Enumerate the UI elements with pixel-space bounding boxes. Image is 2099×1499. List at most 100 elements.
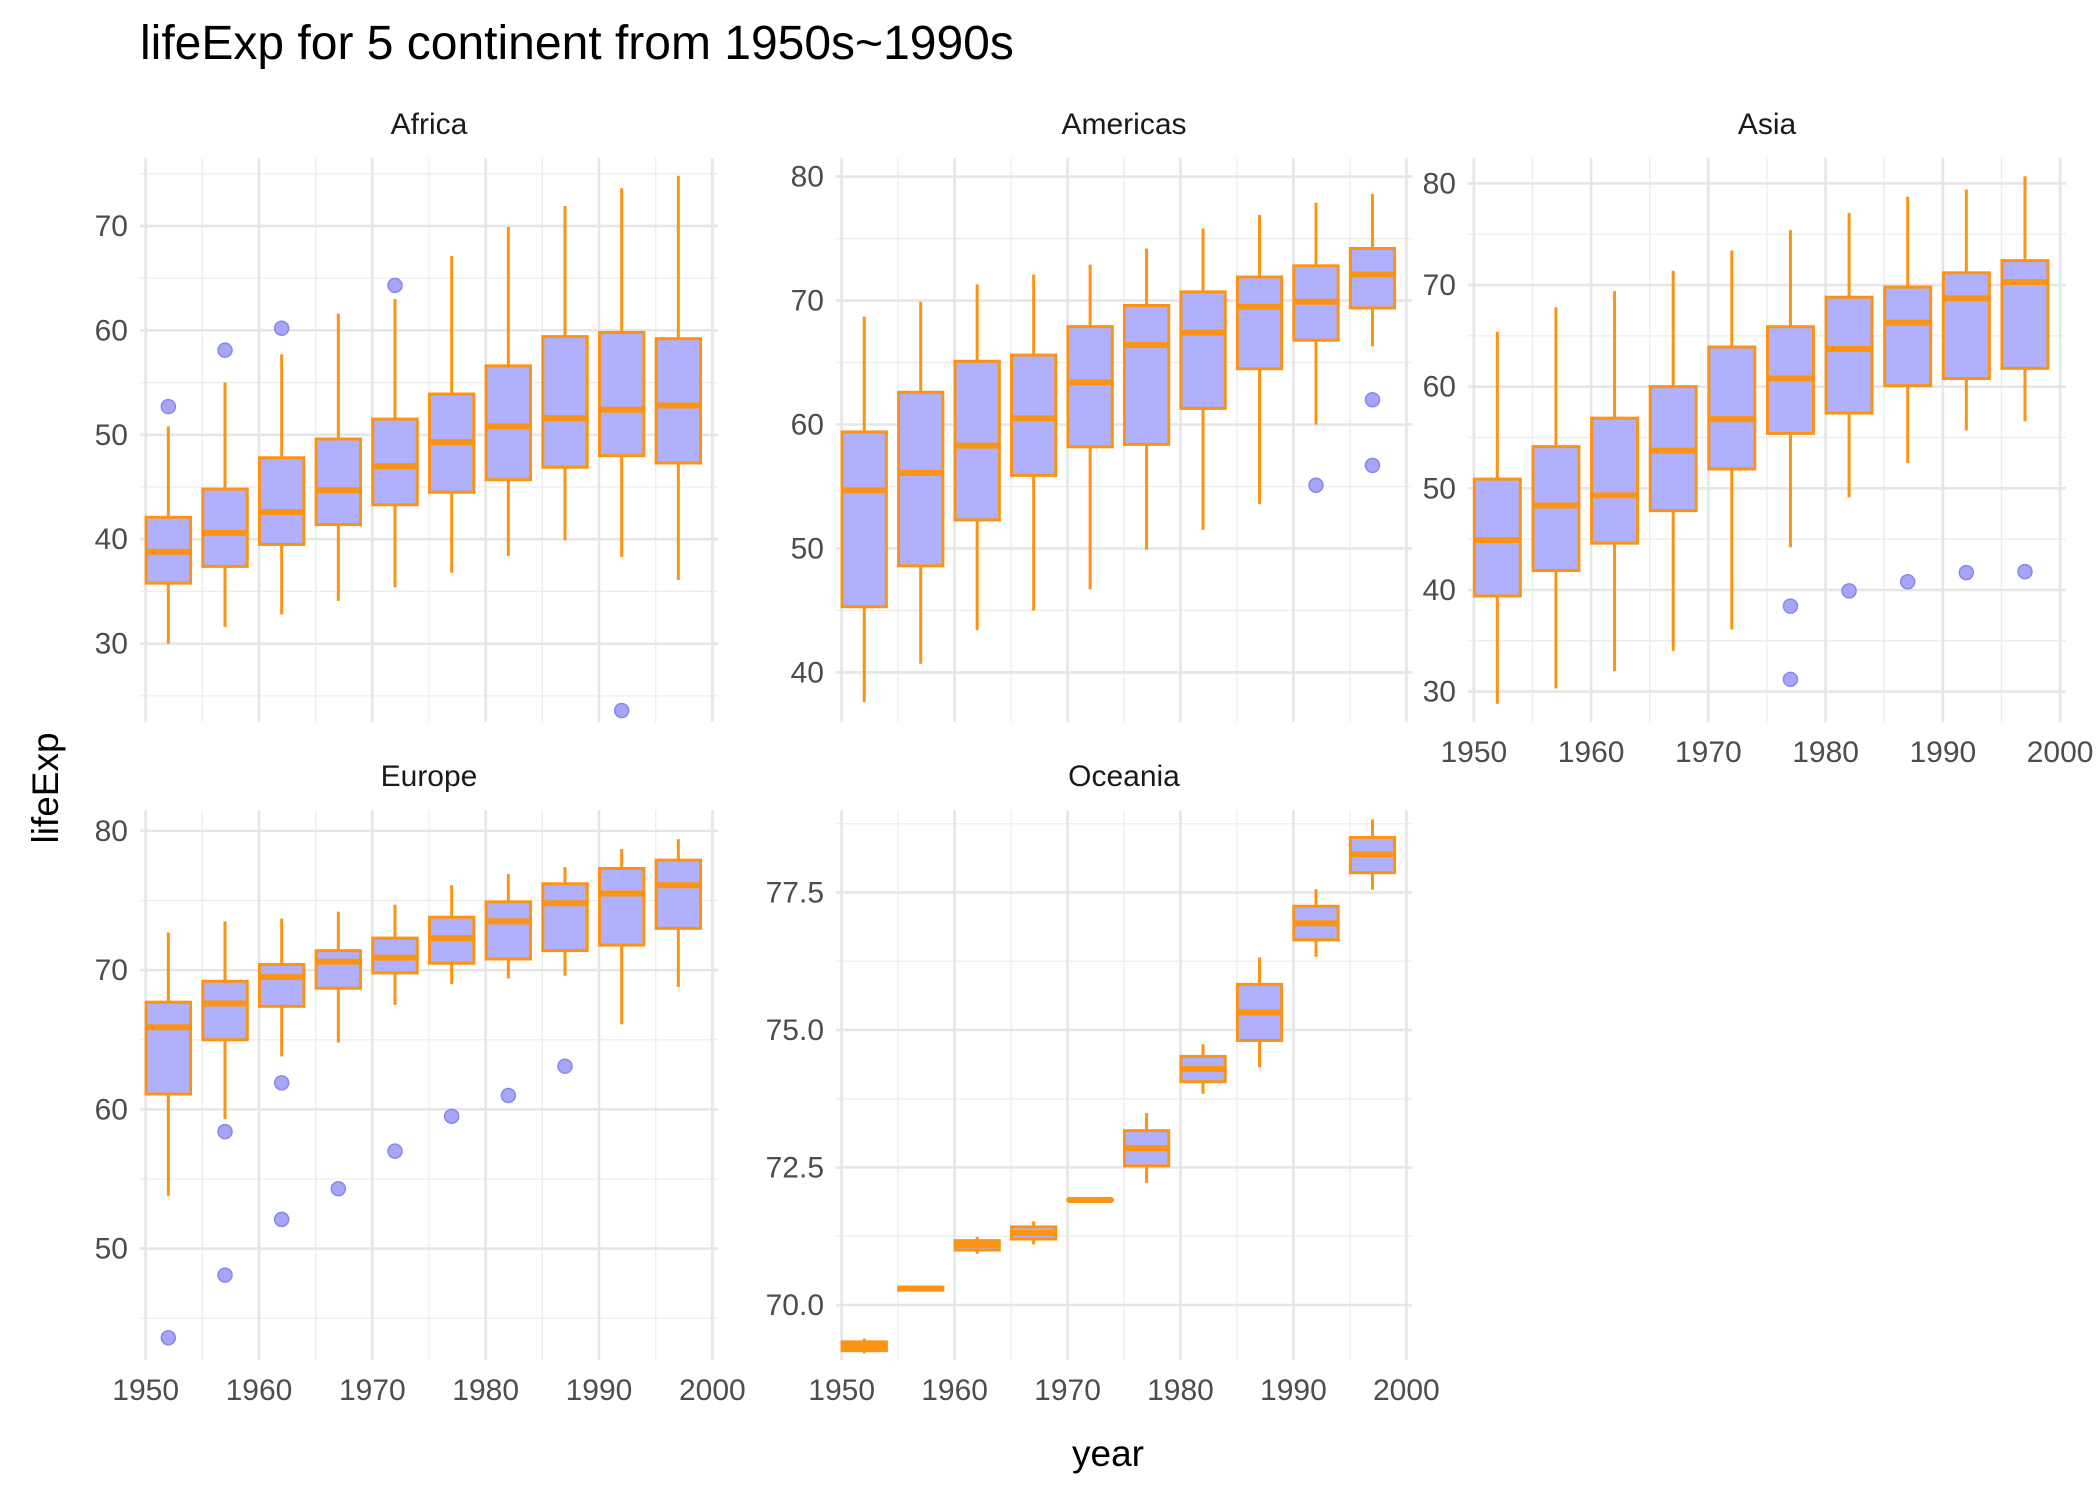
- box-1952: [144, 932, 193, 1346]
- y-tick-label: 70: [791, 285, 824, 318]
- outlier-point: [1364, 391, 1381, 408]
- box-1977: [1122, 1113, 1171, 1183]
- box-body: [257, 456, 306, 546]
- box-1957: [897, 1285, 945, 1292]
- box-body: [314, 949, 363, 990]
- y-tick-label: 60: [95, 1093, 128, 1126]
- box-1997: [654, 839, 703, 987]
- box-body: [654, 337, 703, 465]
- x-tick-label: 1990: [566, 1374, 633, 1407]
- box-1962: [257, 320, 306, 615]
- y-tick-label: 40: [95, 523, 128, 556]
- box-1987: [1235, 215, 1284, 504]
- outlier-point: [273, 1211, 290, 1228]
- box-body: [1066, 325, 1114, 449]
- outlier-point: [160, 1329, 177, 1346]
- box-1952: [840, 316, 888, 703]
- box-1957: [1531, 307, 1581, 689]
- outlier-point: [1782, 598, 1799, 614]
- outlier-point: [217, 1267, 233, 1283]
- box-1957: [201, 921, 249, 1283]
- box-body: [597, 866, 646, 947]
- panel-americas: Americas 40 50 60 70 80: [791, 108, 1412, 722]
- box-body: [897, 390, 945, 568]
- outlier-point: [1958, 564, 1975, 581]
- x-tick-label: 1980: [1147, 1374, 1214, 1407]
- y-tick-label: 72.5: [766, 1152, 824, 1185]
- outlier-point: [557, 1058, 573, 1074]
- box-body: [201, 979, 249, 1042]
- outlier-point: [273, 320, 290, 336]
- y-tick-label: 80: [95, 815, 128, 848]
- x-tick-label: 1960: [1558, 736, 1625, 769]
- box-1987: [541, 867, 589, 1074]
- outlier-point: [160, 398, 177, 415]
- box-1977: [427, 256, 476, 573]
- outlier-point: [387, 277, 403, 294]
- box-1982: [484, 874, 533, 1104]
- x-axis-title: year: [1072, 1433, 1144, 1474]
- box-1992: [1292, 202, 1340, 493]
- box-1962: [953, 284, 1001, 631]
- box-1967: [1010, 274, 1058, 611]
- y-tick-label: 70.0: [766, 1289, 824, 1322]
- box-1977: [1765, 230, 1815, 688]
- y-tick-label: 50: [95, 1233, 128, 1266]
- box-body: [840, 430, 888, 609]
- box-1987: [541, 206, 589, 541]
- y-tick-label: 50: [1423, 472, 1456, 505]
- box-1992: [1941, 189, 1991, 581]
- panel-africa: Africa 30 40 50 60 70: [95, 108, 718, 722]
- outlier-point: [443, 1108, 460, 1125]
- box-body: [1883, 285, 1933, 388]
- box-1987: [1235, 957, 1284, 1068]
- panel-label: Oceania: [1068, 760, 1180, 793]
- box-1987: [1883, 196, 1933, 590]
- box-1972: [371, 277, 419, 588]
- panels: Africa 30 40 50 60 70 Americas 40 50 60 70 80 Asia 30…: [95, 108, 2094, 1407]
- box-1967: [1648, 270, 1698, 651]
- box-body: [314, 437, 363, 527]
- y-axis-title: lifeExp: [25, 732, 66, 843]
- box-body: [597, 330, 646, 458]
- box-1982: [484, 226, 533, 556]
- box-body: [1531, 445, 1581, 573]
- panel-europe: Europe 50 60 70 80 1950 1960 1970 1980 1990 2000: [95, 760, 746, 1407]
- outlier-point: [1782, 671, 1799, 688]
- y-tick-label: 75.0: [766, 1014, 824, 1047]
- x-tick-label: 1980: [452, 1374, 519, 1407]
- box-body: [1010, 353, 1058, 477]
- outlier-point: [1364, 457, 1381, 474]
- box-1957: [201, 342, 249, 627]
- panel-label: Asia: [1738, 108, 1797, 141]
- box-1952: [144, 398, 193, 644]
- outlier-point: [1308, 477, 1324, 493]
- y-tick-label: 60: [1423, 371, 1456, 404]
- box-1962: [257, 918, 306, 1228]
- box-body: [1941, 271, 1991, 381]
- box-1967: [314, 313, 363, 601]
- x-tick-label: 2000: [679, 1374, 746, 1407]
- y-tick-label: 80: [1423, 167, 1456, 200]
- box-body: [1824, 295, 1874, 415]
- x-tick-label: 1980: [1792, 736, 1859, 769]
- box-body: [371, 417, 419, 507]
- box-body: [1235, 275, 1284, 371]
- y-tick-label: 40: [791, 656, 824, 689]
- box-body: [484, 900, 533, 961]
- y-tick-label: 60: [791, 409, 824, 442]
- x-tick-label: 1960: [226, 1374, 293, 1407]
- outlier-point: [1899, 574, 1916, 590]
- box-1997: [2000, 176, 2050, 580]
- x-tick-label: 1970: [1034, 1374, 1101, 1407]
- box-1982: [1179, 228, 1227, 530]
- outlier-point: [1841, 583, 1857, 599]
- x-tick-label: 1960: [921, 1374, 988, 1407]
- chart-title: lifeExp for 5 continent from 1950s~1990s: [140, 17, 1014, 70]
- panel-label: Americas: [1061, 108, 1186, 141]
- outlier-point: [500, 1087, 517, 1104]
- panel-oceania: Oceania 70.0 72.5 75.0 77.5 1950 1960 1970 1980 1…: [766, 760, 1440, 1407]
- box-1972: [371, 904, 419, 1159]
- y-tick-label: 50: [791, 532, 824, 565]
- y-tick-label: 80: [791, 161, 824, 194]
